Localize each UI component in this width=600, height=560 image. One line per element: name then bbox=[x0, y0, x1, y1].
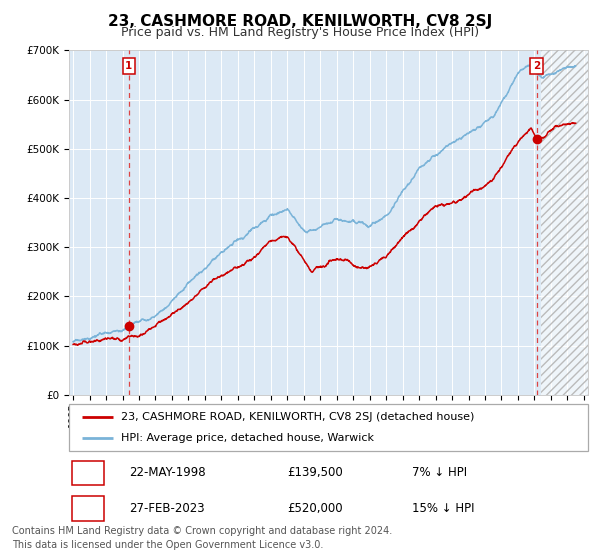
FancyBboxPatch shape bbox=[69, 404, 588, 451]
Text: HPI: Average price, detached house, Warwick: HPI: Average price, detached house, Warw… bbox=[121, 433, 374, 444]
Text: 23, CASHMORE ROAD, KENILWORTH, CV8 2SJ (detached house): 23, CASHMORE ROAD, KENILWORTH, CV8 2SJ (… bbox=[121, 412, 474, 422]
Text: 1: 1 bbox=[125, 61, 133, 71]
Text: 2: 2 bbox=[533, 61, 540, 71]
Text: £139,500: £139,500 bbox=[287, 466, 343, 479]
Text: £520,000: £520,000 bbox=[287, 502, 343, 515]
Text: 22-MAY-1998: 22-MAY-1998 bbox=[128, 466, 205, 479]
Text: 27-FEB-2023: 27-FEB-2023 bbox=[128, 502, 205, 515]
Text: 23, CASHMORE ROAD, KENILWORTH, CV8 2SJ: 23, CASHMORE ROAD, KENILWORTH, CV8 2SJ bbox=[108, 14, 492, 29]
Text: Contains HM Land Registry data © Crown copyright and database right 2024.
This d: Contains HM Land Registry data © Crown c… bbox=[12, 526, 392, 550]
Text: 1: 1 bbox=[83, 466, 92, 479]
FancyBboxPatch shape bbox=[71, 460, 104, 485]
Text: 7% ↓ HPI: 7% ↓ HPI bbox=[412, 466, 467, 479]
Text: Price paid vs. HM Land Registry's House Price Index (HPI): Price paid vs. HM Land Registry's House … bbox=[121, 26, 479, 39]
Text: 15% ↓ HPI: 15% ↓ HPI bbox=[412, 502, 474, 515]
Text: 2: 2 bbox=[83, 502, 92, 515]
FancyBboxPatch shape bbox=[71, 496, 104, 521]
